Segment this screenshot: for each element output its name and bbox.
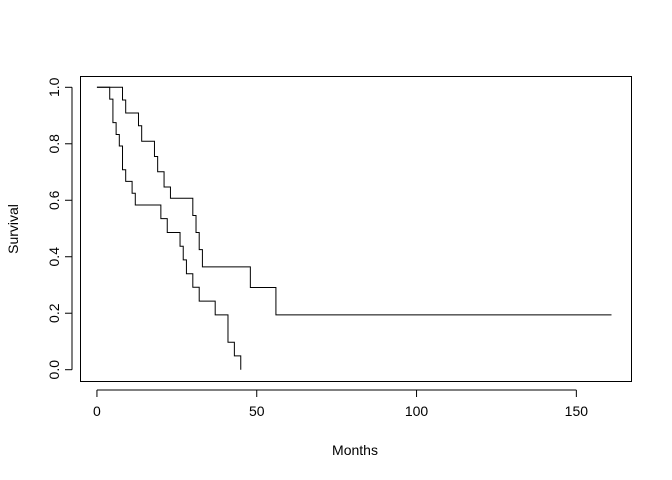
plot-frame — [80, 76, 632, 382]
survival-curve-2 — [96, 86, 612, 316]
x-axis: 0 50 100 150 — [93, 389, 589, 419]
x-tick-label: 100 — [405, 403, 429, 419]
x-tick-label: 50 — [249, 403, 265, 419]
x-axis-label: Months — [332, 442, 378, 458]
y-axis-label: Survival — [5, 204, 21, 254]
y-axis: 0.0 0.2 0.4 0.6 0.8 1.0 — [46, 77, 73, 380]
y-tick-label: 0.8 — [46, 134, 62, 154]
y-tick-label: 0.4 — [46, 247, 62, 267]
y-tick-label: 0.2 — [46, 303, 62, 323]
y-tick-label: 0.6 — [46, 190, 62, 210]
survival-curve-1 — [96, 86, 242, 370]
y-tick-label: 1.0 — [46, 77, 62, 97]
x-tick-label: 150 — [565, 403, 589, 419]
series-layer — [96, 86, 612, 370]
y-tick-label: 0.0 — [46, 360, 62, 380]
x-tick-label: 0 — [93, 403, 101, 419]
